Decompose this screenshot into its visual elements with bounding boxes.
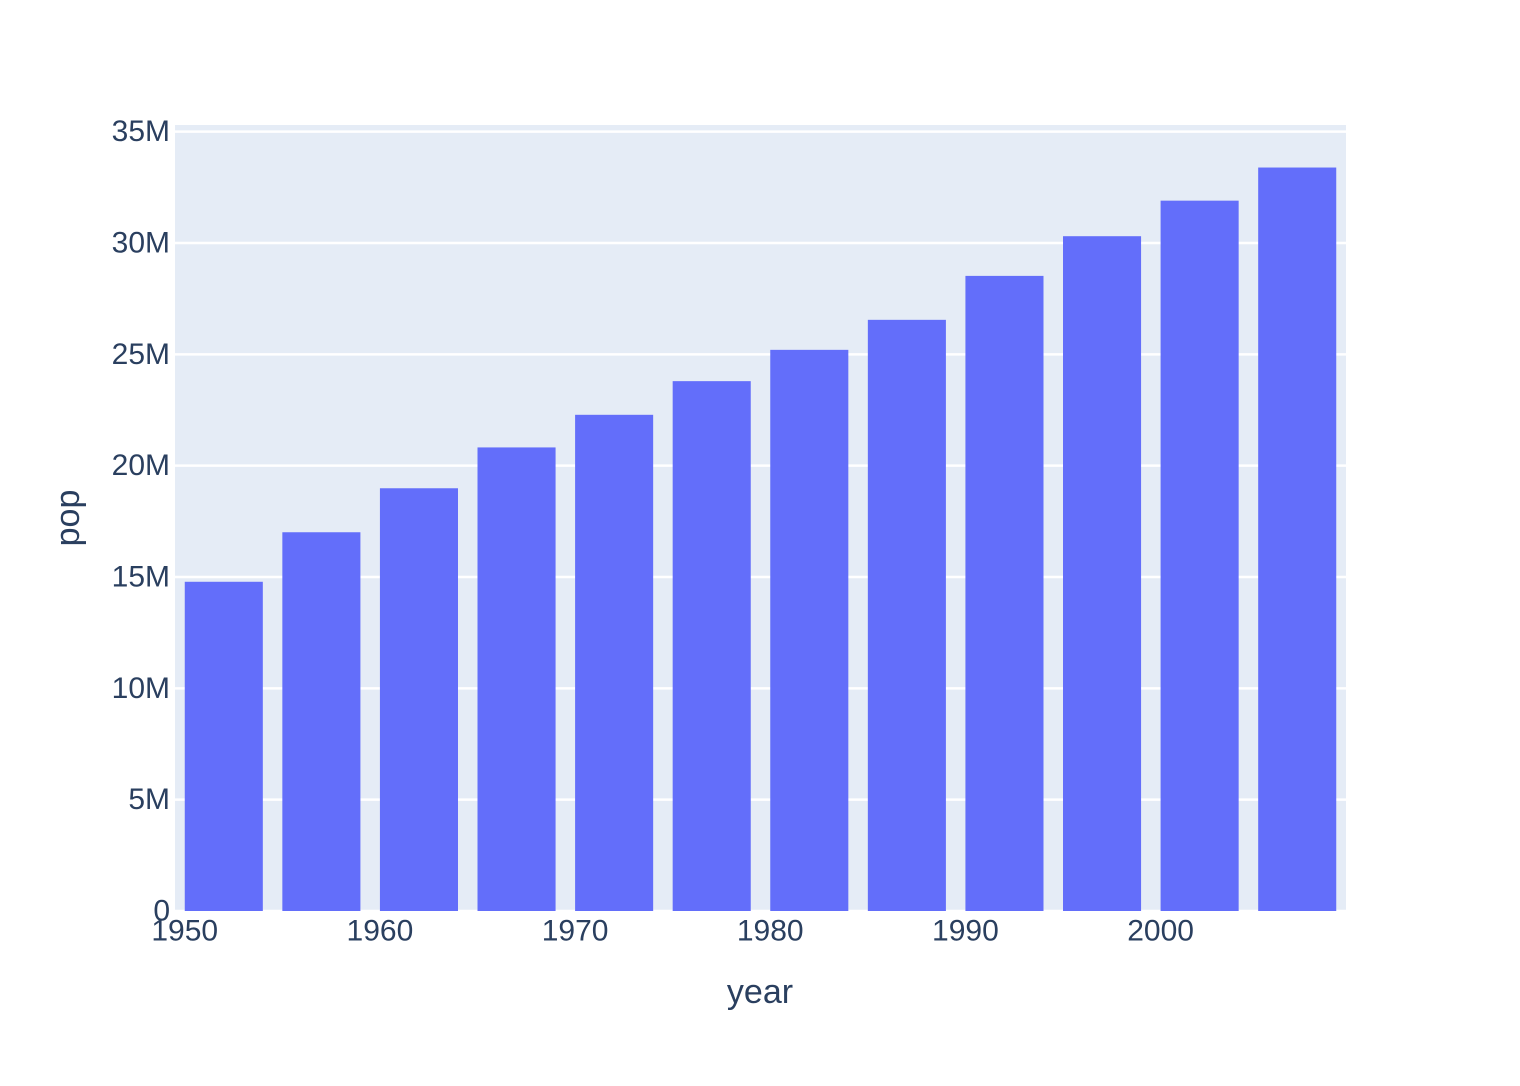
y-tick-label: 0	[153, 895, 170, 928]
x-tick-label: 1970	[542, 915, 609, 948]
bar-1987[interactable]	[867, 319, 946, 912]
bar-1982[interactable]	[770, 349, 849, 912]
bar-1992[interactable]	[965, 275, 1044, 911]
x-tick-label: 1990	[932, 915, 999, 948]
bar-1972[interactable]	[575, 414, 654, 911]
bar-1962[interactable]	[379, 488, 458, 911]
bar-1977[interactable]	[672, 381, 751, 912]
x-tick-label: 1960	[347, 915, 414, 948]
y-tick-label: 30M	[112, 227, 170, 260]
y-tick-label: 10M	[112, 672, 170, 705]
x-tick-label: 2000	[1127, 915, 1194, 948]
y-tick-label: 20M	[112, 449, 170, 482]
y-tick-label: 15M	[112, 561, 170, 594]
bar-1957[interactable]	[282, 532, 361, 911]
y-tick-label: 25M	[112, 338, 170, 371]
y-tick-label: 35M	[112, 115, 170, 148]
bar-2002[interactable]	[1160, 200, 1239, 911]
bar-2007[interactable]	[1258, 167, 1337, 912]
y-axis-title: pop	[49, 489, 87, 547]
x-tick-label: 1950	[151, 915, 218, 948]
bar-1967[interactable]	[477, 447, 556, 911]
bar-1997[interactable]	[1063, 236, 1142, 911]
y-tick-label: 5M	[128, 783, 170, 816]
x-axis-title: year	[726, 973, 794, 1011]
plot-area[interactable]	[175, 125, 1346, 911]
x-tick-label: 1980	[737, 915, 804, 948]
bar-1952[interactable]	[184, 581, 263, 911]
